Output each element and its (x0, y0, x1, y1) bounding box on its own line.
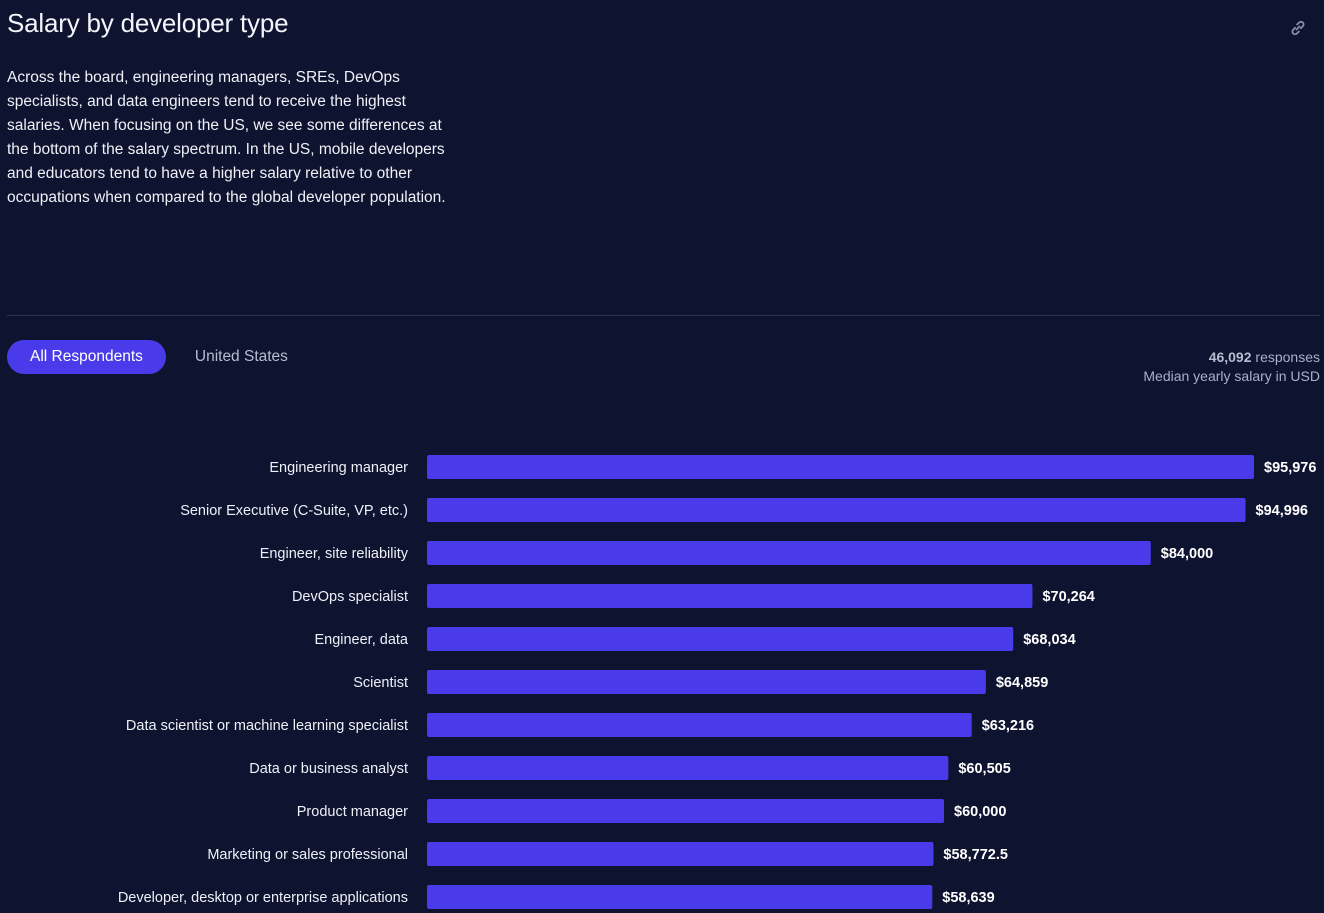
category-label: Engineer, site reliability (260, 546, 409, 562)
tab-all-respondents[interactable]: All Respondents (7, 340, 166, 374)
value-label: $60,000 (954, 804, 1006, 820)
value-label: $58,639 (942, 890, 994, 906)
salary-bar[interactable] (427, 670, 986, 694)
value-label: $84,000 (1161, 546, 1213, 562)
category-label: Senior Executive (C-Suite, VP, etc.) (180, 503, 408, 519)
value-label: $64,859 (996, 675, 1048, 691)
responses-line: 46,092 responses (1143, 348, 1320, 367)
value-label: $68,034 (1023, 632, 1075, 648)
link-icon-glyph (1291, 20, 1305, 36)
salary-bar[interactable] (427, 885, 933, 909)
value-label: $94,996 (1256, 503, 1308, 519)
responses-count: 46,092 (1208, 349, 1252, 365)
section-divider (7, 315, 1320, 316)
category-label: Engineering manager (269, 460, 408, 476)
salary-bar[interactable] (427, 584, 1033, 608)
salary-bar[interactable] (427, 756, 949, 780)
link-icon[interactable] (1288, 18, 1308, 38)
salary-bar[interactable] (427, 541, 1151, 565)
salary-bar[interactable] (427, 455, 1254, 479)
category-label: Engineer, data (314, 632, 408, 648)
page-title: Salary by developer type (7, 8, 289, 38)
salary-caption: Median yearly salary in USD (1143, 368, 1320, 384)
tab-bar: All Respondents United States (7, 340, 311, 374)
salary-bar[interactable] (427, 799, 945, 823)
salary-bar[interactable] (427, 627, 1014, 651)
chart-description: Across the board, engineering managers, … (7, 69, 446, 206)
category-label: Developer, desktop or enterprise applica… (118, 890, 408, 906)
salary-bar[interactable] (427, 842, 934, 866)
chart-meta: 46,092 responses Median yearly salary in… (1143, 348, 1320, 386)
value-label: $58,772.5 (943, 847, 1008, 863)
value-label: $60,505 (958, 761, 1010, 777)
category-label: Data scientist or machine learning speci… (126, 718, 408, 734)
category-label: Marketing or sales professional (207, 847, 408, 863)
category-label: Product manager (297, 804, 408, 820)
salary-bar[interactable] (427, 713, 972, 737)
value-label: $63,216 (982, 718, 1034, 734)
value-label: $95,976 (1264, 460, 1316, 476)
salary-bar[interactable] (427, 498, 1246, 522)
salary-bar-chart: Engineering manager $95,976 Senior Executi… (118, 455, 1316, 909)
tab-united-states[interactable]: United States (194, 348, 288, 365)
category-label: DevOps specialist (292, 589, 408, 605)
category-label: Data or business analyst (249, 761, 408, 777)
responses-suffix: responses (1251, 349, 1320, 365)
value-label: $70,264 (1042, 589, 1094, 605)
category-label: Scientist (353, 675, 408, 691)
